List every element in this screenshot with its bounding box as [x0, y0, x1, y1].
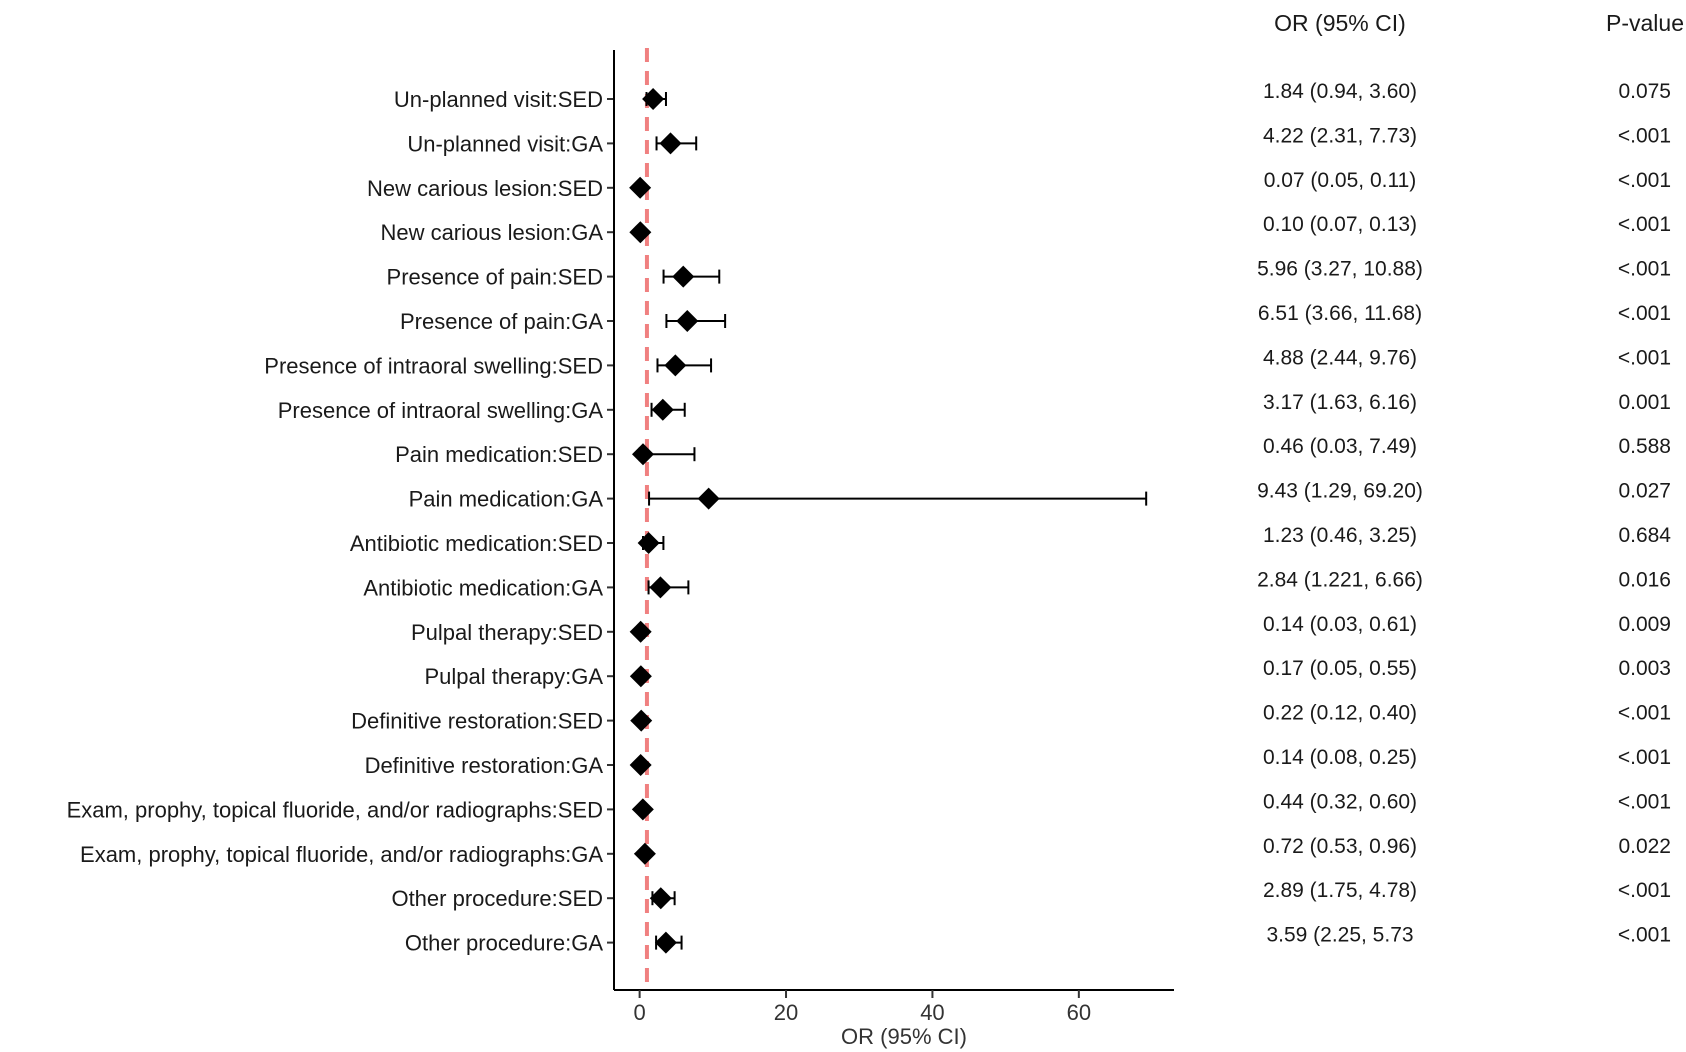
row-label: Antibiotic medication:SED	[350, 531, 603, 556]
or-point	[630, 709, 653, 732]
or-ci-value: 1.84 (0.94, 3.60)	[1263, 80, 1417, 103]
row-label: Definitive restoration:SED	[351, 709, 603, 734]
or-ci-value: 2.89 (1.75, 4.78)	[1263, 879, 1417, 902]
p-value: <.001	[1618, 213, 1671, 236]
or-ci-value: 2.84 (1.221, 6.66)	[1257, 568, 1423, 591]
or-point	[651, 398, 674, 421]
or-ci-value: 0.46 (0.03, 7.49)	[1263, 435, 1417, 458]
p-value: 0.588	[1618, 435, 1671, 458]
row-label: New carious lesion:SED	[367, 176, 603, 201]
p-value: <.001	[1618, 258, 1671, 281]
or-ci-value: 3.17 (1.63, 6.16)	[1263, 391, 1417, 414]
p-value: 0.075	[1618, 80, 1671, 103]
row-label: Definitive restoration:GA	[365, 753, 604, 778]
p-value: 0.009	[1618, 613, 1671, 636]
or-ci-value: 0.10 (0.07, 0.13)	[1263, 213, 1417, 236]
or-point	[649, 887, 672, 910]
row-label: Exam, prophy, topical fluoride, and/or r…	[67, 797, 603, 822]
p-value: <.001	[1618, 702, 1671, 725]
or-point	[633, 842, 656, 865]
or-ci-value: 0.17 (0.05, 0.55)	[1263, 657, 1417, 680]
row-label: Presence of intraoral swelling:SED	[264, 353, 603, 378]
p-value-header: P-value	[1606, 10, 1684, 36]
or-ci-value: 3.59 (2.25, 5.73	[1266, 924, 1413, 947]
row-label: Antibiotic medication:GA	[363, 575, 603, 600]
or-ci-value: 0.44 (0.32, 0.60)	[1263, 790, 1417, 813]
x-ticks: 0 20 40 60	[633, 990, 1091, 1025]
p-value: <.001	[1618, 346, 1671, 369]
p-value: <.001	[1618, 124, 1671, 147]
p-value: <.001	[1618, 924, 1671, 947]
or-ci-header: OR (95% CI)	[1274, 10, 1406, 36]
or-point	[642, 88, 665, 110]
p-value: 0.027	[1618, 480, 1671, 503]
or-point	[629, 665, 652, 688]
or-point	[672, 265, 695, 288]
x-axis-title: OR (95% CI)	[841, 1024, 967, 1049]
or-point	[631, 443, 654, 466]
row-label: Presence of intraoral swelling:GA	[278, 398, 604, 423]
or-ci-value: 0.14 (0.03, 0.61)	[1263, 613, 1417, 636]
p-value: <.001	[1618, 790, 1671, 813]
row-labels: Un-planned visit:SED Un-planned visit:GA N…	[67, 87, 614, 956]
table-values: 1.84 (0.94, 3.60) 0.075 4.22 (2.31, 7.73) <…	[1257, 80, 1671, 947]
x-axis: 0 20 40 60 OR (95% CI)	[614, 989, 1174, 1049]
row-label: Pulpal therapy:SED	[411, 620, 603, 645]
row-label: Other procedure:SED	[391, 886, 603, 911]
row-label: Pain medication:GA	[409, 487, 604, 512]
or-ci-value: 0.07 (0.05, 0.11)	[1264, 169, 1417, 192]
or-point	[629, 176, 652, 199]
p-value: <.001	[1618, 879, 1671, 902]
x-tick-label: 20	[774, 1000, 798, 1025]
x-tick-label: 0	[633, 1000, 645, 1025]
or-point	[637, 532, 660, 554]
or-ci-value: 1.23 (0.46, 3.25)	[1263, 524, 1417, 547]
row-label: Un-planned visit:GA	[407, 131, 603, 156]
or-ci-value: 0.14 (0.08, 0.25)	[1263, 746, 1417, 769]
or-ci-value: 4.22 (2.31, 7.73)	[1263, 124, 1417, 147]
p-value: <.001	[1618, 746, 1671, 769]
or-point	[629, 221, 652, 244]
or-ci-value: 4.88 (2.44, 9.76)	[1263, 346, 1417, 369]
or-point	[664, 354, 687, 377]
p-value: <.001	[1618, 302, 1671, 325]
or-point	[697, 487, 720, 510]
row-label: Other procedure:GA	[405, 931, 603, 956]
or-point	[629, 620, 652, 643]
p-value: <.001	[1618, 169, 1671, 192]
row-label: Exam, prophy, topical fluoride, and/or r…	[80, 842, 603, 867]
or-point	[676, 310, 699, 332]
or-ci-value: 9.43 (1.29, 69.20)	[1257, 480, 1423, 503]
p-value: 0.016	[1618, 568, 1671, 591]
or-ci-value: 6.51 (3.66, 11.68)	[1258, 302, 1422, 325]
or-ci-value: 0.22 (0.12, 0.40)	[1263, 702, 1417, 725]
row-label: Pain medication:SED	[395, 442, 603, 467]
p-value: 0.001	[1618, 391, 1671, 414]
or-point	[631, 798, 654, 821]
p-value: 0.022	[1618, 835, 1671, 858]
row-label: Pulpal therapy:GA	[424, 664, 603, 689]
or-point	[629, 754, 652, 776]
or-ci-value: 5.96 (3.27, 10.88)	[1257, 258, 1423, 281]
row-label: Presence of pain:SED	[387, 265, 603, 290]
or-point	[654, 931, 677, 954]
x-tick-label: 40	[920, 1000, 944, 1025]
p-value: 0.684	[1618, 524, 1671, 547]
plot-marks	[629, 88, 1148, 954]
or-ci-value: 0.72 (0.53, 0.96)	[1263, 835, 1417, 858]
p-value: 0.003	[1618, 657, 1671, 680]
row-label: New carious lesion:GA	[380, 220, 603, 245]
x-tick-label: 60	[1067, 1000, 1091, 1025]
or-point	[659, 132, 682, 155]
or-point	[649, 576, 672, 599]
row-label: Un-planned visit:SED	[394, 87, 603, 112]
row-label: Presence of pain:GA	[400, 309, 603, 334]
table-headers: OR (95% CI) P-value	[1274, 10, 1684, 36]
